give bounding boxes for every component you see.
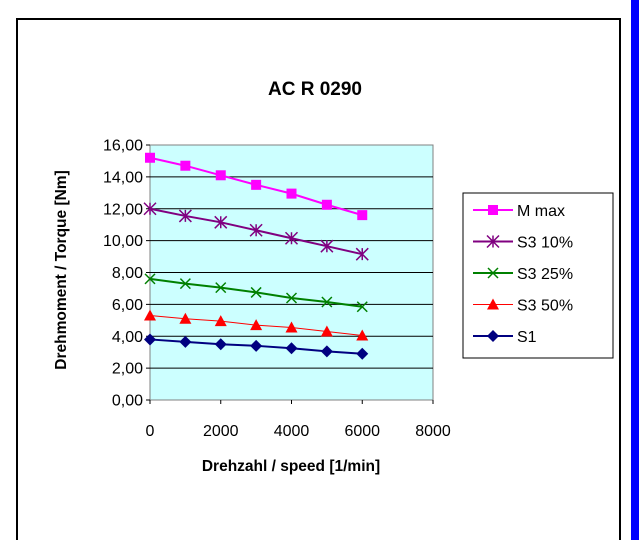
- legend-marker: [486, 234, 500, 249]
- y-tick-label: 10,00: [103, 233, 143, 250]
- data-point: [284, 231, 299, 245]
- y-tick-label: 6,00: [112, 297, 143, 314]
- y-axis-title: Drehmoment / Torque [Nm]: [53, 170, 70, 370]
- data-point: [320, 345, 333, 358]
- data-point: [214, 315, 227, 327]
- data-point: [144, 273, 156, 285]
- data-point: [285, 292, 298, 304]
- data-point: [178, 209, 192, 223]
- legend: [462, 192, 614, 359]
- series-m-max: [145, 152, 368, 221]
- legend-marker: [487, 267, 499, 279]
- y-tick-label: 8,00: [112, 265, 143, 282]
- data-point: [180, 160, 191, 171]
- legend-entry: S1: [473, 329, 537, 346]
- data-point: [356, 301, 368, 313]
- data-point: [250, 286, 262, 298]
- data-point: [285, 342, 298, 355]
- data-point: [286, 188, 297, 199]
- data-point: [320, 325, 333, 337]
- data-point: [214, 215, 228, 229]
- series-s3-25-: [144, 273, 368, 313]
- y-tick-label: 14,00: [103, 169, 143, 186]
- legend-label: S3 50%: [517, 298, 573, 315]
- x-tick-label: 2000: [203, 423, 239, 440]
- legend-label: S3 10%: [517, 235, 573, 252]
- data-point: [320, 239, 334, 253]
- data-point: [250, 319, 263, 331]
- data-point: [215, 170, 226, 181]
- series-layer: [143, 152, 369, 360]
- legend-marker: [488, 205, 498, 215]
- data-point: [144, 333, 156, 346]
- y-tick-label: 2,00: [112, 361, 143, 378]
- series-s1: [144, 333, 369, 360]
- legend-marker: [487, 298, 499, 310]
- x-tick-label: 4000: [274, 423, 310, 440]
- legend-label: M max: [517, 203, 565, 220]
- legend-items: M max S3 10% S3 25% S3 50% S1: [473, 203, 573, 346]
- data-point: [357, 210, 368, 221]
- legend-entry: S3 10%: [473, 235, 573, 252]
- legend-label: S3 25%: [517, 266, 573, 283]
- y-tick-label: 16,00: [103, 138, 143, 155]
- chart-title: AC R 0290: [268, 79, 362, 100]
- data-point: [250, 339, 263, 352]
- data-point: [179, 312, 192, 324]
- window-edge-strip: [631, 0, 639, 540]
- x-tick-label: 8000: [415, 423, 451, 440]
- x-axis-ticks: 0 2000 4000 6000 8000: [146, 400, 451, 440]
- data-point: [285, 321, 298, 333]
- y-tick-label: 12,00: [103, 201, 143, 218]
- data-point: [179, 278, 191, 290]
- x-axis-title: Drehzahl / speed [1/min]: [202, 458, 380, 475]
- data-point: [355, 247, 369, 261]
- legend-entry: M max: [473, 203, 565, 220]
- data-point: [321, 199, 332, 210]
- x-tick-label: 0: [146, 423, 155, 440]
- data-point: [215, 282, 227, 294]
- data-point: [356, 347, 369, 360]
- legend-marker: [487, 330, 499, 342]
- data-point: [144, 309, 156, 321]
- legend-label: S1: [517, 329, 537, 346]
- data-point: [143, 202, 157, 216]
- legend-entry: S3 50%: [473, 298, 573, 315]
- x-tick-label: 6000: [344, 423, 380, 440]
- data-point: [214, 338, 227, 351]
- y-tick-label: 0,00: [112, 393, 143, 410]
- y-tick-label: 4,00: [112, 329, 143, 346]
- y-axis-ticks: 0,00 2,00 4,00 6,00 8,00 10,00 12,00 14,00 16,00: [103, 138, 150, 410]
- data-point: [249, 223, 263, 237]
- data-point: [356, 329, 369, 341]
- data-point: [145, 152, 155, 163]
- data-point: [251, 179, 262, 190]
- series-s3-50-: [144, 309, 369, 341]
- data-point: [321, 296, 333, 308]
- series-s3-10-: [143, 202, 369, 261]
- legend-entry: S3 25%: [473, 266, 573, 283]
- data-point: [179, 335, 192, 348]
